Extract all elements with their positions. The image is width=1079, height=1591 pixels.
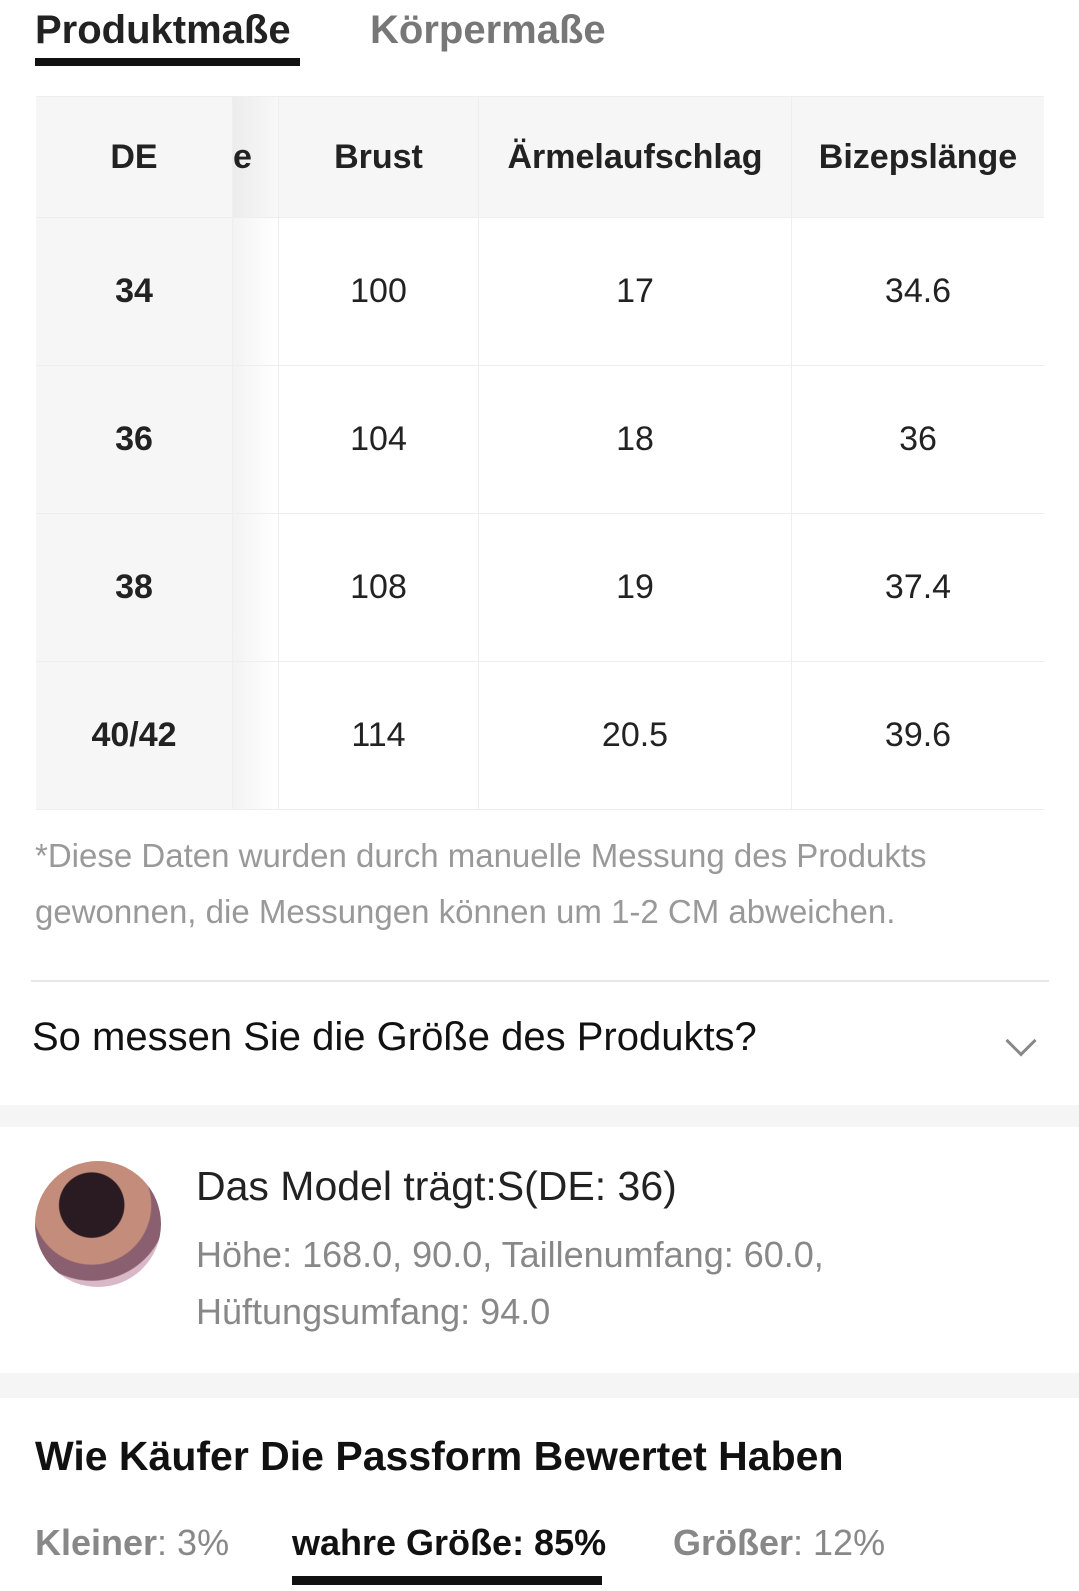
active-tab-indicator [35,58,300,66]
model-info-line: Hüftungsumfang: 94.0 [196,1291,551,1332]
tab-koerpermasse[interactable]: Körpermaße [370,8,606,52]
tab-produktmasse[interactable]: Produktmaße [35,8,291,52]
section-gap [0,1105,1079,1127]
table-cell [233,218,279,365]
table-row: 34 100 17 34.6 [36,218,1044,366]
table-row: 36 104 18 36 [36,366,1044,514]
header-cell: e [233,97,279,217]
fit-value: : 3% [157,1522,230,1563]
table-cell: 36 [36,366,233,513]
header-cell: DE [36,97,233,217]
fit-option-larger[interactable]: Größer: 12% [673,1522,885,1564]
table-cell: 40/42 [36,662,233,809]
header-cell: Ärmelaufschlag [479,97,792,217]
table-row: 38 108 19 37.4 [36,514,1044,662]
table-cell: 104 [279,366,479,513]
table-header-row: DE e Brust Ärmelaufschlag Bizepslänge [36,97,1044,218]
model-avatar [35,1161,161,1287]
fit-option-smaller[interactable]: Kleiner: 3% [35,1522,229,1564]
table-cell [233,662,279,809]
measurement-note: *Diese Daten wurden durch manuelle Messu… [35,837,927,930]
fit-rating-title: Wie Käufer Die Passform Bewertet Haben [35,1433,844,1479]
fit-label: wahre Größe [292,1522,513,1563]
model-measurements: Höhe: 168.0, 90.0, Taillenumfang: 60.0, … [196,1226,1056,1340]
chevron-down-icon[interactable] [1005,1025,1037,1057]
fit-label: Größer [673,1522,794,1563]
table-cell: 19 [479,514,792,661]
table-cell: 34 [36,218,233,365]
table-row: 40/42 114 20.5 39.6 [36,662,1044,810]
divider [31,980,1049,982]
table-cell: 17 [479,218,792,365]
table-cell: 38 [36,514,233,661]
table-cell: 114 [279,662,479,809]
table-cell: 36 [899,420,937,458]
table-cell: 20.5 [479,662,792,809]
active-fit-indicator [292,1576,602,1585]
table-cell: 37.4 [884,568,952,606]
header-cell: Bizepslänge [818,137,1018,176]
size-table[interactable]: DE e Brust Ärmelaufschlag Bizepslänge 34… [36,96,1044,810]
table-cell [233,514,279,661]
model-info-line: Höhe: 168.0, 90.0, Taillenumfang: 60.0, [196,1234,824,1275]
table-cell: 39.6 [884,716,952,754]
table-cell: 100 [279,218,479,365]
table-cell: 34.6 [884,272,952,310]
fit-value: : 12% [793,1522,886,1563]
table-cell: 18 [479,366,792,513]
fit-option-true-size[interactable]: wahre Größe: 85% [292,1522,606,1564]
model-size-title: Das Model trägt:S(DE: 36) [196,1163,677,1209]
table-cell [233,366,279,513]
how-to-measure-toggle[interactable]: So messen Sie die Größe des Produkts? [32,1015,757,1059]
table-cell: 108 [279,514,479,661]
header-cell: Brust [279,97,479,217]
section-gap [0,1373,1079,1398]
fit-value: : 85% [512,1522,607,1563]
fit-label: Kleiner [35,1522,158,1563]
